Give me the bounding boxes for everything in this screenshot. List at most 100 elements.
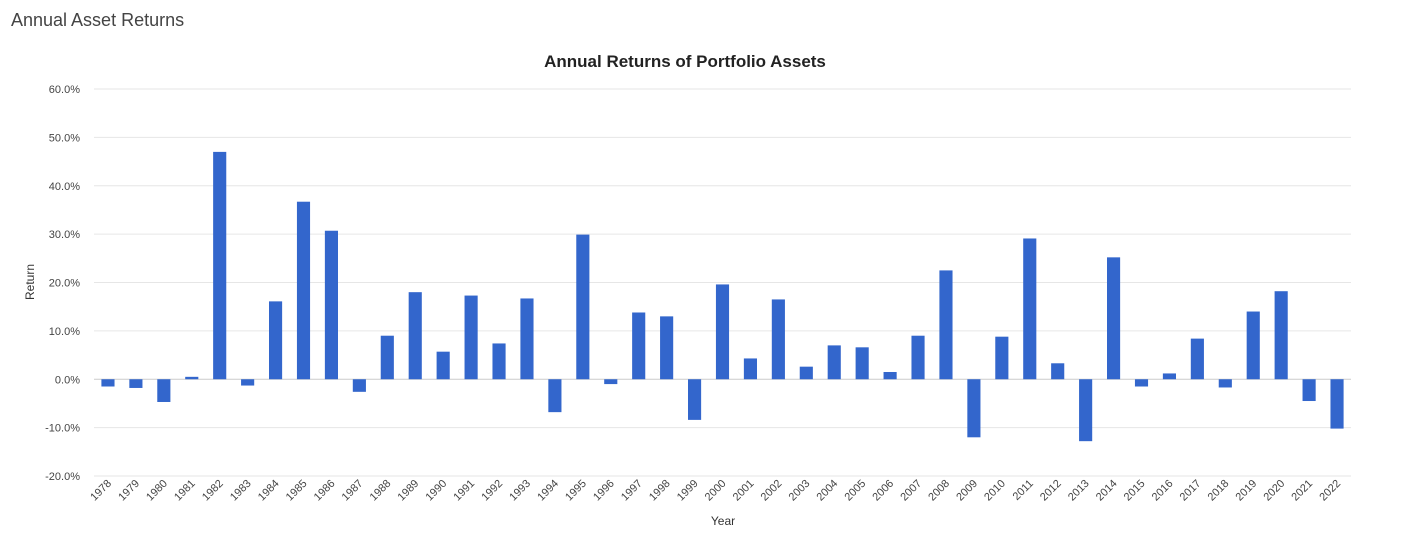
x-tick-label: 2019 — [1234, 478, 1260, 504]
x-tick-label: 2014 — [1094, 478, 1120, 504]
bar-1992 — [492, 343, 506, 380]
y-tick-label: 0.0% — [55, 374, 80, 386]
x-tick-label: 2002 — [759, 478, 785, 504]
bar-1983 — [241, 379, 255, 386]
x-tick-label: 2000 — [703, 478, 729, 504]
x-tick-label: 2006 — [870, 478, 896, 504]
x-tick-label: 1989 — [396, 478, 422, 504]
x-tick-label: 1986 — [312, 478, 338, 504]
bar-1990 — [436, 351, 450, 380]
y-tick-label: 10.0% — [49, 326, 80, 338]
x-tick-label: 1990 — [423, 478, 449, 504]
bar-2013 — [1079, 379, 1093, 442]
x-tick-label: 1980 — [144, 478, 170, 504]
bar-2012 — [1051, 363, 1065, 380]
x-tick-label: 1992 — [479, 478, 505, 504]
x-tick-label: 2007 — [898, 478, 924, 504]
bar-1980 — [157, 379, 171, 402]
bar-1998 — [660, 316, 674, 380]
x-axis-ticks: 1978 1979 1980 1981 1982 1983 1984 1985 1986 1987… — [88, 478, 1343, 504]
bar-1996 — [604, 379, 618, 385]
bar-2009 — [967, 379, 981, 438]
bar-1995 — [576, 234, 590, 380]
bar-2014 — [1107, 257, 1121, 380]
bar-2005 — [855, 347, 869, 380]
x-tick-label: 2022 — [1317, 478, 1343, 504]
x-tick-label: 2021 — [1289, 478, 1315, 504]
x-tick-label: 1978 — [88, 478, 114, 504]
bar-1993 — [520, 298, 534, 380]
bar-1981 — [185, 376, 199, 380]
x-tick-label: 1998 — [647, 478, 673, 504]
y-tick-label: -10.0% — [45, 423, 80, 435]
x-tick-label: 1995 — [563, 478, 589, 504]
y-axis-ticks: -20.0% -10.0% 0.0% 10.0% 20.0% 30.0% 40.0% 50.0… — [45, 84, 80, 483]
bar-1978 — [101, 379, 115, 387]
bar-1997 — [632, 312, 646, 380]
bar-2015 — [1134, 379, 1149, 387]
bar-2006 — [883, 371, 897, 380]
y-tick-label: 50.0% — [49, 132, 80, 144]
bar-2010 — [995, 336, 1009, 380]
x-tick-label: 2004 — [815, 478, 841, 504]
gridlines — [94, 88, 1351, 477]
bar-1984 — [269, 301, 283, 380]
x-tick-label: 2010 — [982, 478, 1008, 504]
bar-2004 — [827, 345, 841, 380]
bar-2007 — [911, 335, 925, 380]
bar-1999 — [688, 379, 702, 420]
x-tick-label: 2020 — [1261, 478, 1287, 504]
bar-2003 — [799, 366, 813, 380]
x-tick-label: 2017 — [1178, 478, 1204, 504]
y-tick-label: 40.0% — [49, 181, 80, 193]
x-tick-label: 2008 — [926, 478, 952, 504]
bar-2022 — [1330, 379, 1344, 429]
bar-1979 — [129, 379, 143, 388]
bars — [101, 151, 1344, 442]
page-heading: Annual Asset Returns — [11, 10, 185, 30]
x-tick-label: 2013 — [1066, 478, 1092, 504]
x-tick-label: 2018 — [1206, 478, 1232, 504]
bar-2008 — [939, 270, 953, 380]
x-tick-label: 1979 — [116, 478, 142, 504]
bar-1986 — [324, 230, 338, 380]
x-tick-label: 1991 — [451, 478, 477, 504]
y-tick-label: 20.0% — [49, 278, 80, 290]
bar-1987 — [352, 379, 366, 392]
x-tick-label: 1984 — [256, 478, 282, 504]
bar-1989 — [408, 292, 422, 380]
x-tick-label: 1999 — [675, 478, 701, 504]
bar-1982 — [213, 151, 227, 380]
y-tick-label: 30.0% — [49, 229, 80, 241]
bar-2019 — [1246, 311, 1260, 380]
x-tick-label: 2009 — [954, 478, 980, 504]
x-tick-label: 1983 — [228, 478, 254, 504]
x-axis-title: Year — [711, 514, 735, 528]
y-tick-label: -20.0% — [45, 471, 80, 483]
x-tick-label: 2012 — [1038, 478, 1064, 504]
bar-2016 — [1162, 373, 1176, 380]
bar-1994 — [548, 379, 562, 413]
x-tick-label: 1994 — [535, 478, 561, 504]
chart-title: Annual Returns of Portfolio Assets — [544, 52, 826, 71]
x-tick-label: 1982 — [200, 478, 226, 504]
bar-2001 — [743, 358, 757, 380]
x-tick-label: 2011 — [1011, 478, 1036, 503]
x-tick-label: 1985 — [284, 478, 310, 504]
y-tick-label: 60.0% — [49, 84, 80, 96]
bar-2011 — [1023, 238, 1037, 380]
x-tick-label: 2016 — [1150, 478, 1176, 504]
bar-2002 — [771, 299, 785, 380]
bar-1991 — [464, 295, 478, 380]
x-tick-label: 1993 — [507, 478, 533, 504]
bar-2020 — [1274, 291, 1288, 380]
bar-1985 — [296, 201, 311, 380]
x-tick-label: 2005 — [842, 478, 868, 504]
x-tick-label: 2001 — [731, 478, 757, 504]
x-tick-label: 1987 — [340, 478, 366, 504]
y-axis-title: Return — [23, 264, 37, 300]
x-tick-label: 1988 — [368, 478, 394, 504]
bar-2017 — [1190, 338, 1204, 380]
bar-2018 — [1218, 379, 1232, 388]
